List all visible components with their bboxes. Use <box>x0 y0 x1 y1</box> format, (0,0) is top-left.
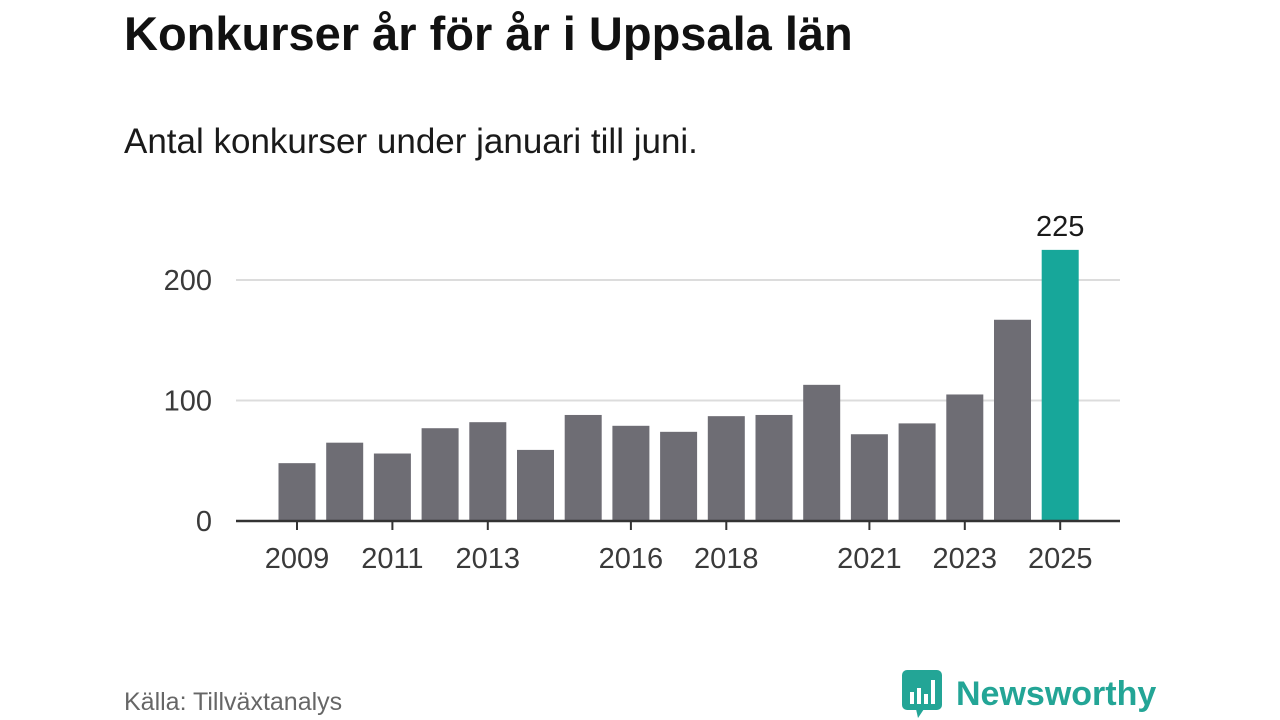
source-note: Källa: Tillväxtanalys <box>124 688 343 716</box>
x-tick-label: 2009 <box>265 543 330 575</box>
x-tick-label: 2011 <box>361 543 423 575</box>
bar <box>803 384 841 521</box>
x-tick-label: 2021 <box>837 543 902 575</box>
bar <box>994 319 1031 521</box>
chart-subtitle: Antal konkurser under januari till juni. <box>124 122 698 161</box>
x-tick-label: 2018 <box>694 543 759 575</box>
x-tick-label: 2023 <box>933 543 998 575</box>
bar <box>517 449 554 521</box>
x-tick-label: 2025 <box>1028 543 1093 575</box>
newsworthy-logo-icon <box>902 670 942 718</box>
bar <box>755 414 793 521</box>
bar <box>278 463 316 521</box>
bar <box>421 428 459 521</box>
bar <box>660 431 698 521</box>
x-tick-label: 2013 <box>456 543 521 575</box>
y-tick-label: 200 <box>164 265 212 297</box>
bar-chart: 0 100 200 2009 2011 2013 2016 2018 2021 2023 2025 2… <box>164 211 1120 575</box>
bar <box>469 422 507 521</box>
bar <box>373 453 411 521</box>
bar <box>707 416 745 521</box>
brand-logo: Newsworthy <box>902 670 1156 718</box>
bar <box>898 423 936 521</box>
brand-name: Newsworthy <box>956 674 1157 713</box>
chart-title: Konkurser år för år i Uppsala län <box>124 7 853 60</box>
bar <box>1041 249 1079 521</box>
y-tick-label: 0 <box>196 506 212 538</box>
bar <box>946 394 984 521</box>
bar <box>850 434 888 521</box>
bar <box>326 442 364 521</box>
bar <box>564 414 602 521</box>
bar <box>612 425 650 521</box>
x-tick-label: 2016 <box>599 543 664 575</box>
y-tick-label: 100 <box>164 386 212 418</box>
data-label: 225 <box>1036 211 1084 243</box>
